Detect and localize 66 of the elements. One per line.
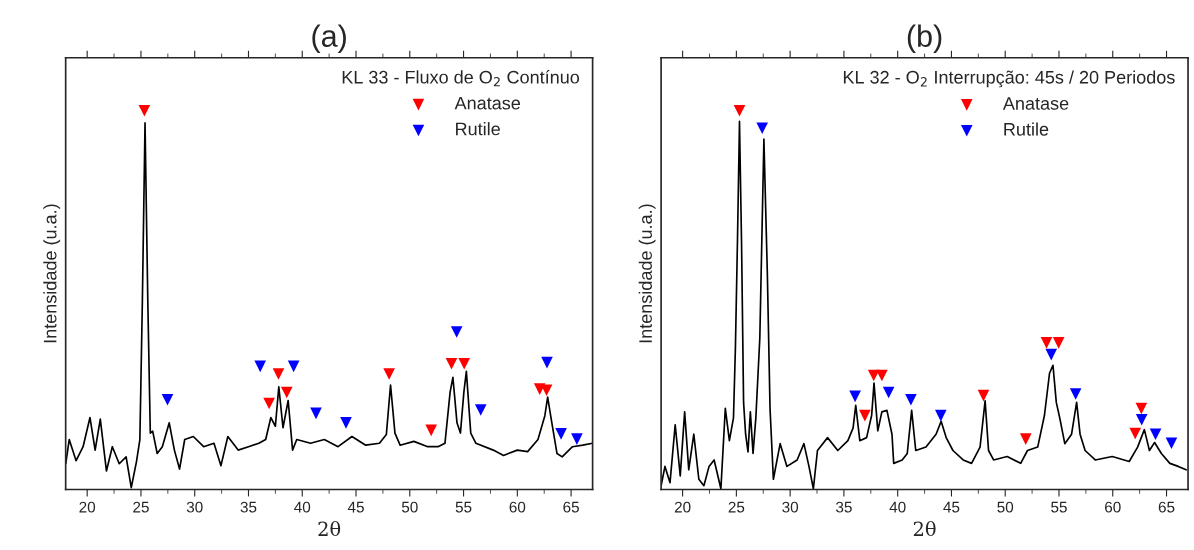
point <box>555 428 567 440</box>
point <box>876 369 888 382</box>
x-tick-label: 55 <box>455 501 472 513</box>
x-tick-label: 45 <box>943 501 960 513</box>
legend-label: Anatase <box>1002 97 1069 110</box>
point <box>1019 433 1032 445</box>
legend-title: KL 33 - Fluxo de O$_{2}$ Contínuo <box>342 70 580 87</box>
point <box>1135 402 1148 415</box>
legend-label: Rutile <box>456 122 500 136</box>
chart-title: (a) <box>312 24 346 53</box>
point <box>1135 414 1148 426</box>
x-tick-label: 50 <box>401 501 418 513</box>
point <box>1052 337 1065 349</box>
point <box>1040 337 1053 349</box>
x-tick-label: 65 <box>563 501 579 513</box>
x-tick-label: 40 <box>294 501 311 513</box>
x-tick-label: 30 <box>186 501 203 513</box>
point <box>383 368 395 380</box>
point <box>340 417 352 429</box>
x-tick-label: 45 <box>347 501 364 513</box>
point <box>882 386 895 399</box>
point <box>905 393 917 406</box>
y-axis-title: Intensidade (u.a.) <box>638 204 656 343</box>
point <box>1069 388 1082 400</box>
x-tick-label: 25 <box>133 501 149 513</box>
legend-label: Rutile <box>1004 122 1049 136</box>
x-tick-label: 25 <box>728 501 745 513</box>
point <box>474 404 487 416</box>
point <box>272 368 285 380</box>
point <box>1149 428 1162 441</box>
point <box>1129 427 1142 440</box>
x-tick-label: 60 <box>1105 501 1121 513</box>
point <box>161 393 174 406</box>
x-tick-label: 20 <box>674 501 691 513</box>
point <box>254 360 267 373</box>
x-tick-label: 30 <box>782 501 799 513</box>
point <box>1045 348 1058 361</box>
x-tick-label: 35 <box>240 501 257 513</box>
point <box>450 326 463 338</box>
x-tick-label: 55 <box>1051 501 1067 513</box>
point <box>1165 437 1178 450</box>
point <box>571 433 583 445</box>
point <box>934 409 947 422</box>
y-axis-title: Intensidade (u.a.) <box>43 204 61 343</box>
x-tick-label: 20 <box>79 501 96 513</box>
x-axis-title: 2θ <box>318 520 341 537</box>
point <box>859 409 871 422</box>
x-tick-label: 60 <box>509 501 526 513</box>
chart-title: (b) <box>907 24 942 53</box>
x-tick-label: 65 <box>1158 501 1175 513</box>
x-tick-label: 40 <box>889 501 906 513</box>
legend-label: Anatase <box>454 96 521 110</box>
legend-title: KL 32 - O$_{2}$ Interrupção: 45s / 20 Periodos <box>843 70 1175 88</box>
point <box>756 122 768 134</box>
x-tick-label: 35 <box>836 501 852 513</box>
point <box>425 424 437 437</box>
point <box>977 389 990 402</box>
point <box>138 104 151 117</box>
point <box>287 360 300 373</box>
point <box>733 104 746 117</box>
x-axis-title: 2θ <box>913 520 936 537</box>
point <box>263 397 275 410</box>
point <box>458 357 471 370</box>
point <box>280 386 293 399</box>
x-tick-label: 50 <box>997 501 1014 513</box>
point <box>445 357 458 370</box>
